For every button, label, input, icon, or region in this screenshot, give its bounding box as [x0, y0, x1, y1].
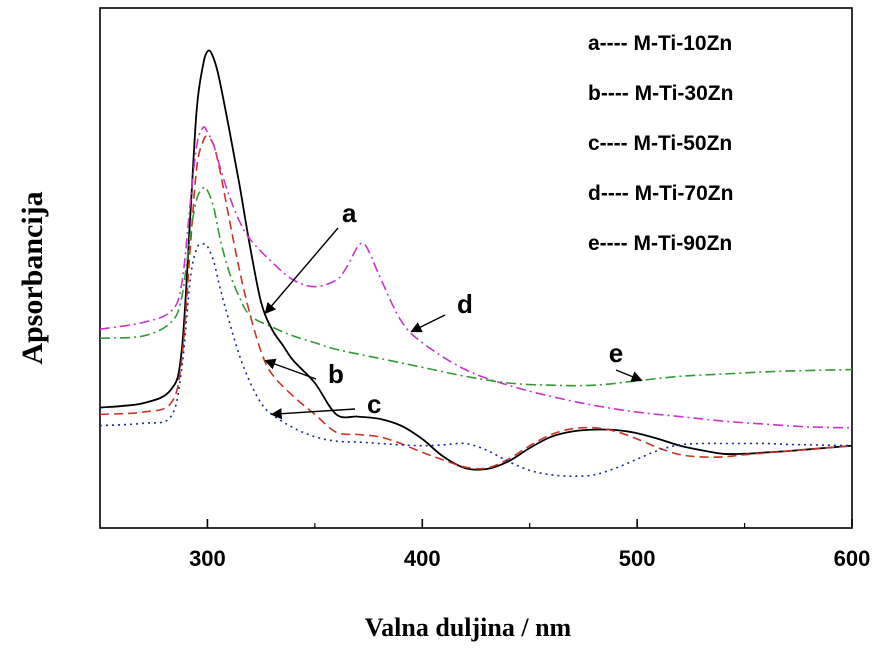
x-tick-label-400: 400: [404, 546, 441, 571]
annotation-arrow-d: [410, 314, 446, 333]
legend-entry-e: e---- M-Ti-90Zn: [588, 232, 732, 255]
series-layer: [99, 49, 853, 477]
annotation-label-e: e: [609, 338, 623, 368]
series-line-b: [99, 135, 853, 470]
legend-entry-a: a---- M-Ti-10Zn: [588, 32, 732, 55]
plot-frame: [99, 7, 853, 529]
annotation-label-b: b: [328, 359, 344, 389]
annotation-label-d: d: [457, 289, 473, 319]
series-line-e: [99, 186, 853, 387]
annotation-arrow-e: [615, 369, 643, 382]
legend-entry-b: b---- M-Ti-30Zn: [588, 82, 733, 105]
legend-entry-c: c---- M-Ti-50Zn: [588, 132, 732, 155]
x-tick-label-500: 500: [619, 546, 656, 571]
annotation-arrow-a: [264, 227, 339, 315]
x-axis-ticks: 300 400 500 600: [189, 519, 870, 571]
x-tick-label-300: 300: [189, 546, 226, 571]
annotation-arrow-b: [264, 358, 317, 380]
annotation-label-c: c: [367, 389, 381, 419]
annotation-label-a: a: [342, 198, 357, 228]
series-line-a: [99, 49, 853, 471]
series-line-c: [99, 243, 853, 477]
annotation-layer: a bc d e: [264, 198, 643, 420]
legend-entry-d: d---- M-Ti-70Zn: [588, 182, 733, 205]
annotation-arrow-c: [270, 408, 356, 420]
x-axis-label: Valna duljina / nm: [365, 613, 572, 642]
plot-area: [99, 7, 853, 529]
legend: a---- M-Ti-10Zn b---- M-Ti-30Zn c---- M-Ti…: [588, 32, 733, 255]
y-axis-label: Apsorbancija: [16, 191, 49, 364]
x-tick-label-600: 600: [834, 546, 871, 571]
